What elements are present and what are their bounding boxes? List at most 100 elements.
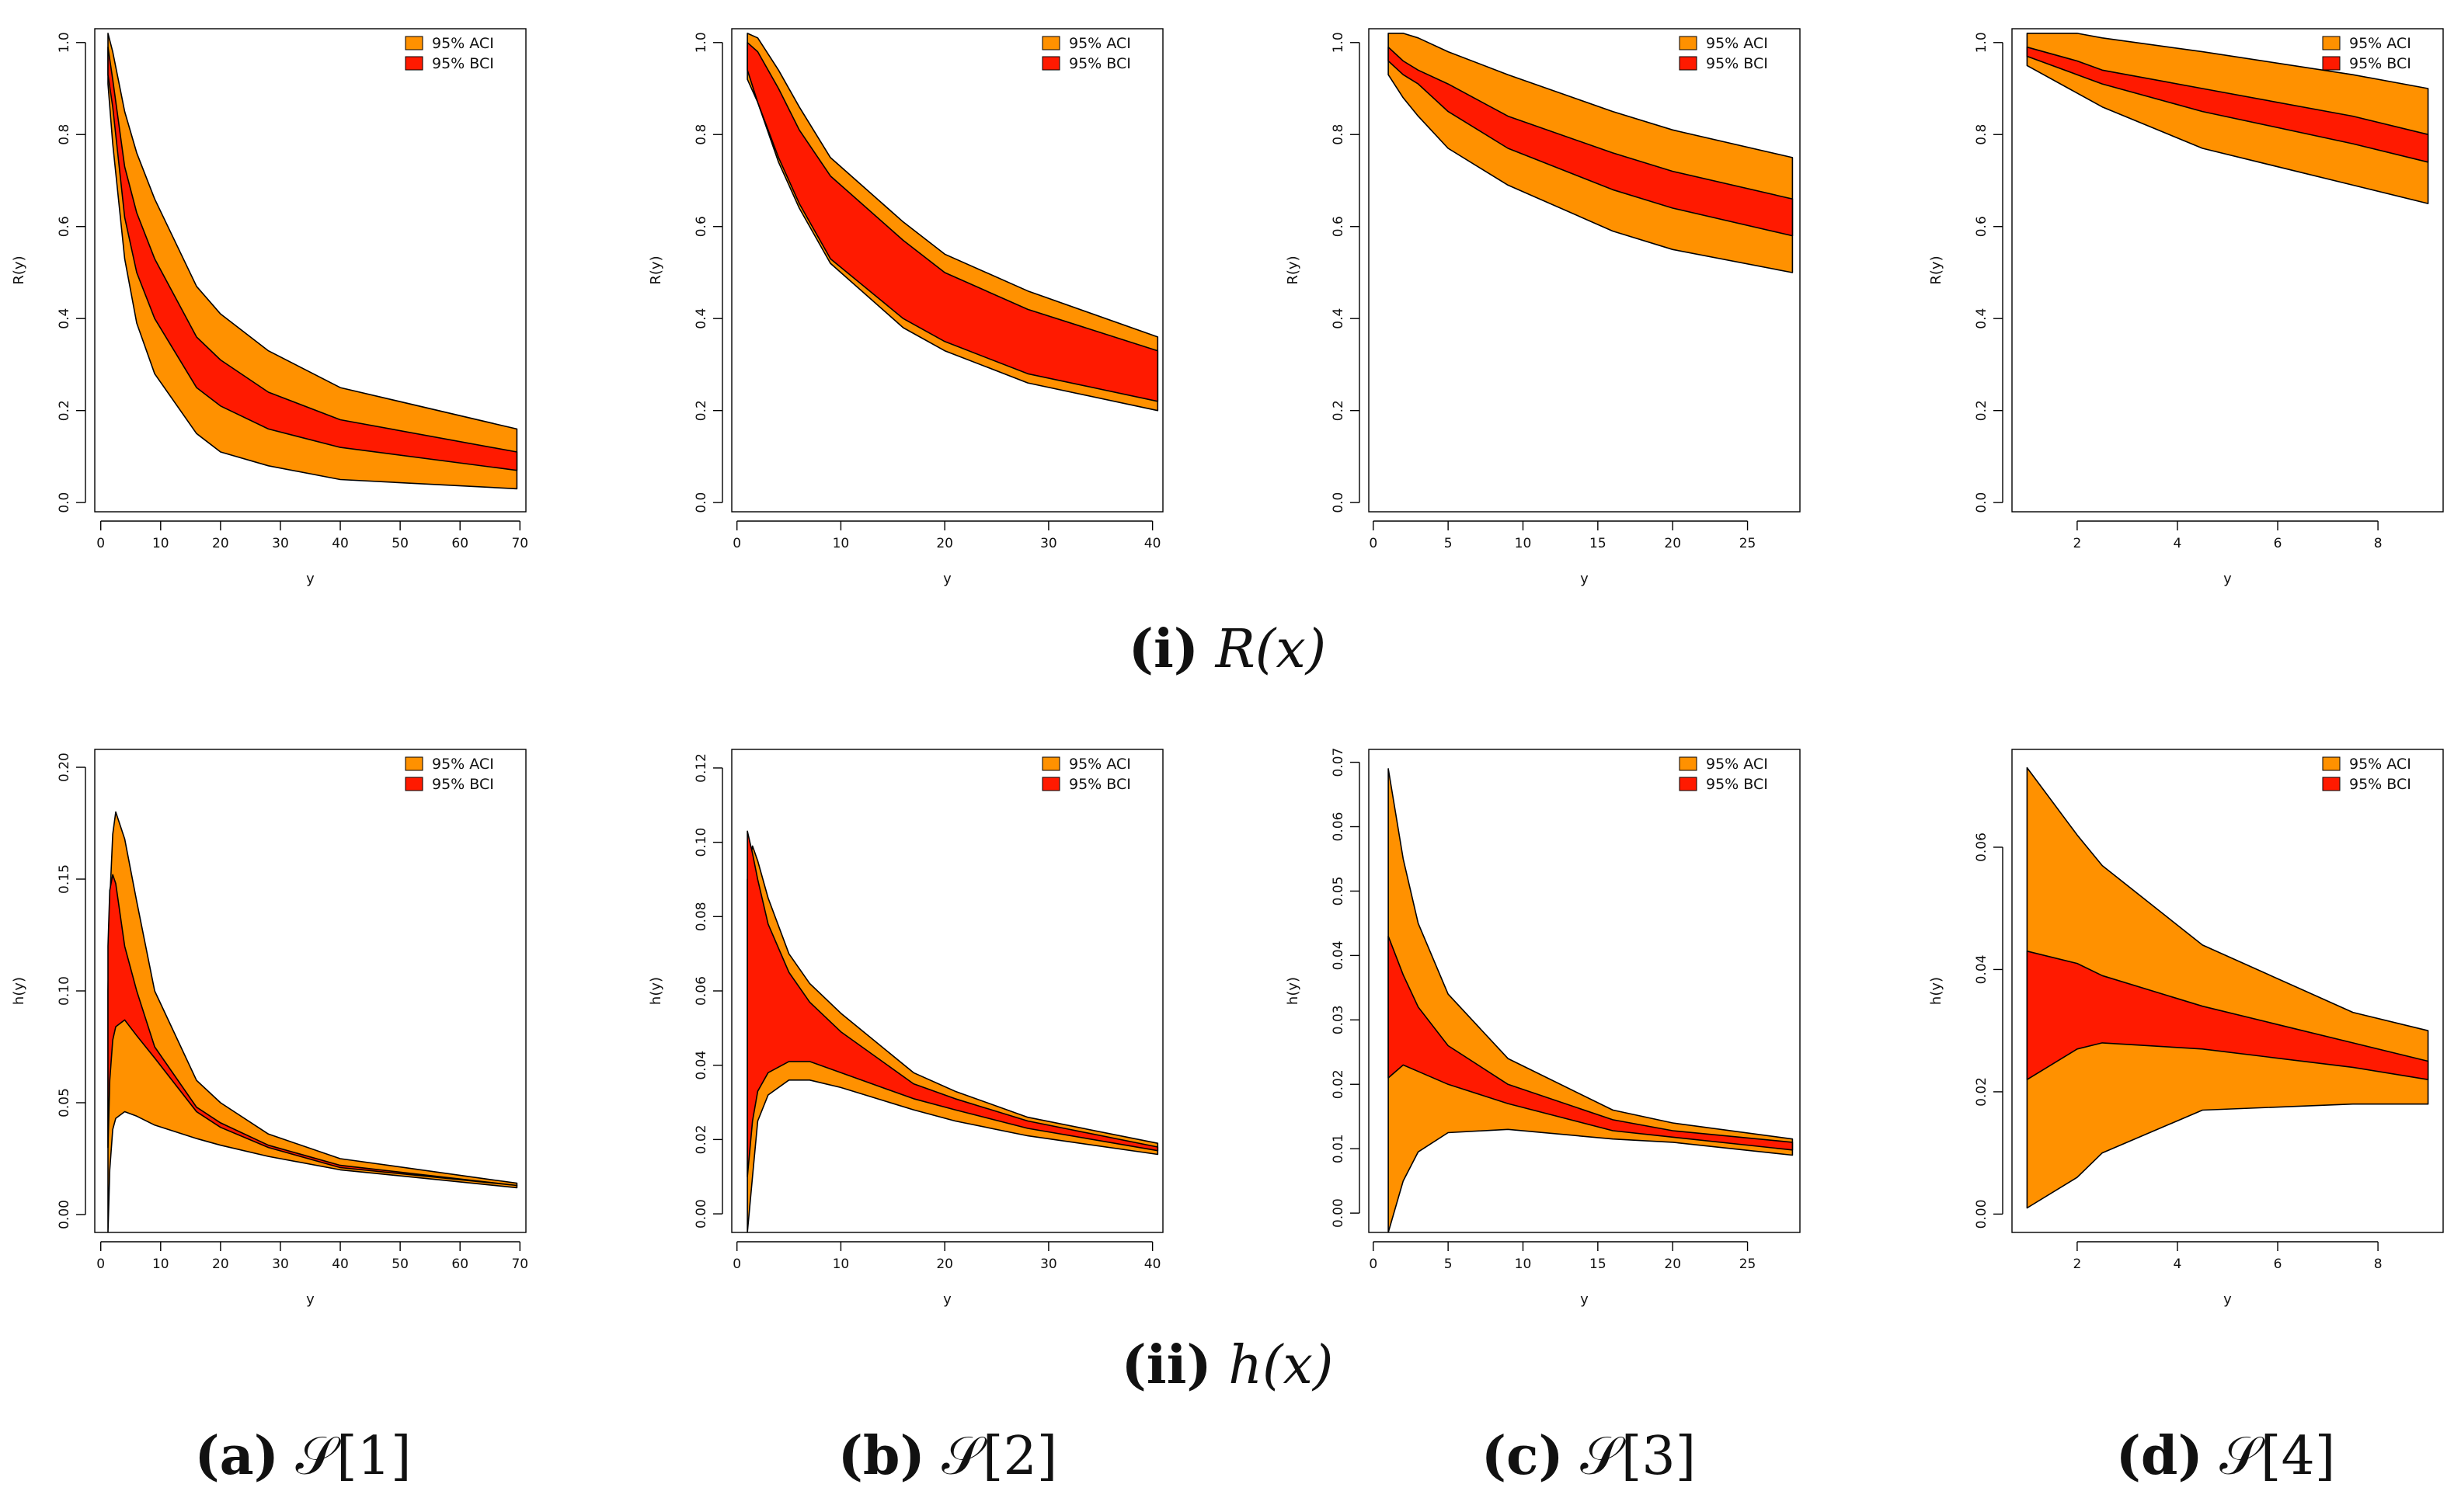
aci-band: [747, 845, 1159, 1232]
y-tick-label: 0.03: [1331, 1005, 1346, 1034]
col-caption-c-label: (c): [1481, 1425, 1564, 1487]
bci-band: [747, 42, 1159, 402]
y-tick-label: 0.0: [694, 492, 709, 513]
x-axis-label: y: [2223, 571, 2232, 587]
y-tick-label: 1.0: [1974, 32, 1989, 53]
bci-band: [2026, 46, 2429, 163]
y-tick-label: 0.6: [694, 216, 709, 237]
y-tick-label: 0.2: [57, 400, 72, 421]
x-tick-label: 2: [2073, 1257, 2081, 1272]
plot-frame: [731, 749, 1164, 1233]
y-tick-label: 0.07: [1331, 748, 1346, 777]
legend-swatch-aci: [1042, 756, 1060, 771]
y-tick-label: 0.00: [57, 1200, 72, 1229]
col-caption-c: (c) 𝒮[3]: [1457, 1425, 1721, 1488]
legend-label-aci: 95% ACI: [2349, 35, 2411, 52]
legend-label-aci: 95% ACI: [2349, 756, 2411, 773]
x-tick-label: 20: [212, 1257, 229, 1272]
legend-swatch-aci: [405, 36, 423, 50]
y-tick-label: 0.2: [694, 400, 709, 421]
chart-R-S1: 0 10 20 30 40 50 60 70 y 0.0 0.2 0.4 0.6 0.8 1.0 R(y) 95…: [11, 28, 528, 587]
x-tick-label: 20: [212, 536, 229, 551]
x-tick-label: 10: [152, 1257, 169, 1272]
legend-swatch-bci: [1042, 777, 1060, 791]
plot-frame: [2011, 28, 2444, 513]
x-tick-label: 60: [451, 536, 468, 551]
x-tick-label: 10: [833, 1257, 850, 1272]
x-axis-label: y: [943, 1291, 952, 1308]
y-tick-label: 0.08: [694, 902, 709, 931]
y-tick-label: 1.0: [694, 32, 709, 53]
y-tick-label: 0.2: [1331, 400, 1346, 421]
x-tick-label: 20: [936, 536, 953, 551]
chart-h-S3: 0 5 10 15 20 25 y 0.00 0.01 0.02 0.03 0.04 0.05 0.06 0…: [1285, 748, 1801, 1308]
x-axis-label: y: [1580, 1291, 1589, 1308]
x-tick-label: 50: [392, 1257, 409, 1272]
y-tick-label: 0.8: [694, 124, 709, 145]
x-tick-label: 6: [2274, 1257, 2282, 1272]
x-tick-label: 10: [152, 536, 169, 551]
x-tick-label: 2: [2073, 536, 2081, 551]
y-tick-label: 0.00: [1331, 1198, 1346, 1228]
x-tick-label: 0: [1369, 1257, 1377, 1272]
y-tick-label: 1.0: [57, 32, 72, 53]
plot-frame: [94, 28, 527, 513]
y-tick-label: 0.04: [694, 1051, 709, 1080]
y-axis-label: R(y): [1285, 255, 1301, 284]
x-tick-label: 40: [1144, 1257, 1161, 1272]
col-caption-d-math: 𝒮[4]: [2219, 1426, 2336, 1487]
col-caption-b-label: (b): [837, 1425, 925, 1487]
y-tick-label: 0.04: [1331, 940, 1346, 970]
y-tick-label: 0.06: [1331, 812, 1346, 842]
legend-swatch-bci: [405, 56, 423, 71]
bci-band: [2026, 951, 2429, 1080]
legend-swatch-aci: [1042, 36, 1060, 50]
plot-frame: [1368, 749, 1801, 1233]
y-axis-label: R(y): [648, 255, 664, 284]
x-tick-label: 60: [451, 1257, 468, 1272]
x-tick-label: 50: [392, 536, 409, 551]
x-tick-label: 20: [1664, 536, 1681, 551]
plot-frame: [2011, 749, 2444, 1233]
x-axis-label: y: [306, 571, 315, 587]
y-tick-label: 0.02: [1331, 1069, 1346, 1099]
y-tick-label: 0.00: [694, 1199, 709, 1229]
x-tick-label: 0: [733, 536, 741, 551]
chart-h-S1: 0 10 20 30 40 50 60 70 y 0.00 0.05 0.10 0.15 0.20 h(y)…: [11, 749, 528, 1308]
legend-swatch-aci: [405, 756, 423, 771]
y-tick-label: 0.8: [1331, 124, 1346, 145]
legend-label-bci: 95% BCI: [1069, 776, 1131, 793]
legend-label-aci: 95% ACI: [1069, 35, 1131, 52]
plot-frame: [1368, 28, 1801, 513]
x-tick-label: 0: [1369, 536, 1377, 551]
row-caption-h: (ii) h(x): [1072, 1334, 1383, 1396]
col-caption-a-label: (a): [194, 1425, 279, 1487]
x-axis-label: y: [2223, 1291, 2232, 1308]
aci-band: [107, 811, 518, 1232]
x-tick-label: 40: [1144, 536, 1161, 551]
x-tick-label: 30: [272, 536, 289, 551]
x-tick-label: 6: [2274, 536, 2282, 551]
y-tick-label: 0.20: [57, 753, 72, 782]
col-caption-b: (b) 𝒮[2]: [816, 1425, 1080, 1488]
x-tick-label: 30: [1040, 536, 1057, 551]
y-tick-label: 0.0: [1974, 492, 1989, 513]
bci-band: [1387, 46, 1794, 237]
legend-label-bci: 95% BCI: [432, 55, 494, 72]
y-tick-label: 0.04: [1974, 955, 1989, 985]
y-tick-label: 0.02: [694, 1124, 709, 1154]
legend-label-aci: 95% ACI: [432, 35, 494, 52]
col-caption-a: (a) 𝒮[1]: [171, 1425, 435, 1488]
y-tick-label: 0.10: [694, 828, 709, 857]
aci-band: [1387, 768, 1794, 1232]
x-tick-label: 0: [96, 1257, 105, 1272]
row-caption-h-math: h(x): [1228, 1335, 1334, 1396]
bci-band: [107, 46, 518, 471]
x-tick-label: 70: [511, 536, 528, 551]
legend-label-aci: 95% ACI: [1706, 35, 1768, 52]
y-tick-label: 1.0: [1331, 32, 1346, 53]
y-tick-label: 0.2: [1974, 400, 1989, 421]
y-tick-label: 0.10: [57, 976, 72, 1006]
legend-swatch-bci: [1679, 56, 1697, 71]
x-tick-label: 10: [1515, 1257, 1532, 1272]
